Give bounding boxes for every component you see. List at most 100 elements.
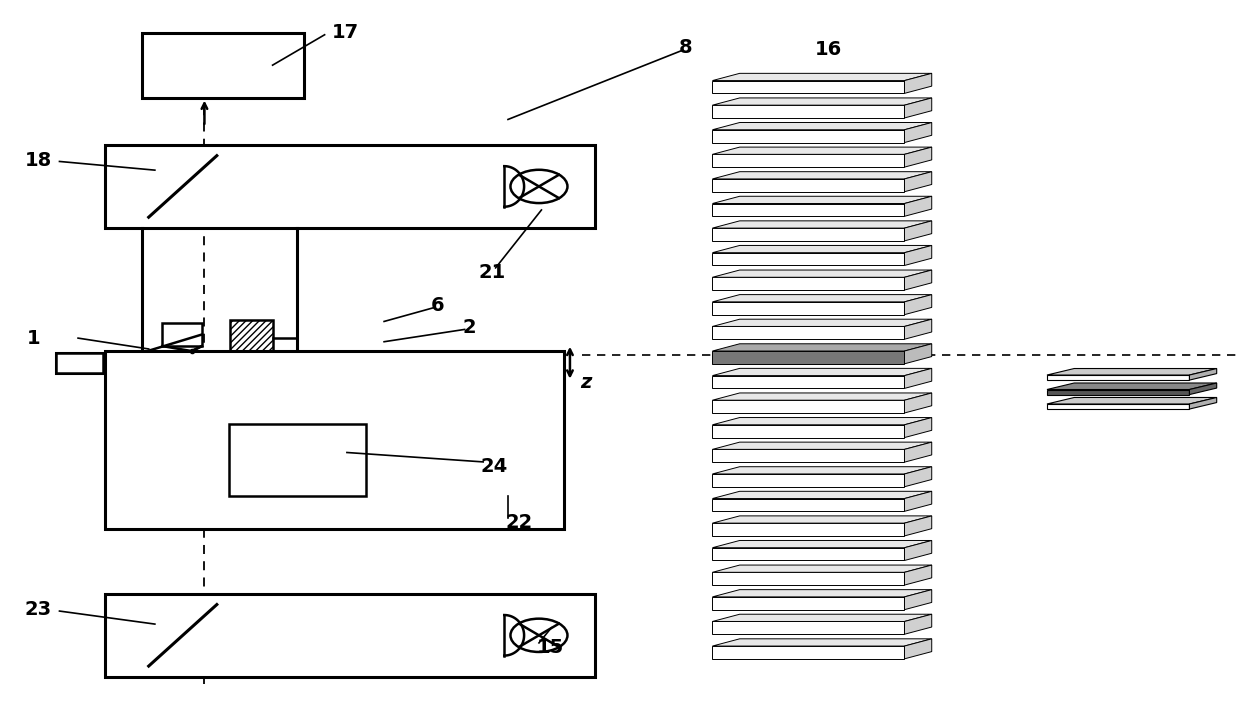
Text: 15: 15 <box>536 639 564 657</box>
Bar <box>712 425 904 437</box>
Polygon shape <box>712 98 932 105</box>
Text: 23: 23 <box>25 600 52 619</box>
Text: 21: 21 <box>478 263 506 282</box>
Polygon shape <box>712 516 932 523</box>
Polygon shape <box>904 442 932 462</box>
Polygon shape <box>904 541 932 560</box>
Bar <box>712 130 904 143</box>
Text: 1: 1 <box>27 329 41 348</box>
Polygon shape <box>712 73 932 80</box>
Bar <box>712 253 904 266</box>
Polygon shape <box>904 147 932 167</box>
Bar <box>712 228 904 241</box>
Bar <box>229 424 366 496</box>
Bar <box>105 594 595 677</box>
Bar <box>712 376 904 388</box>
Polygon shape <box>904 393 932 413</box>
Polygon shape <box>712 221 932 228</box>
Polygon shape <box>712 344 932 351</box>
Text: 22: 22 <box>506 513 533 532</box>
Polygon shape <box>904 492 932 511</box>
Bar <box>712 105 904 118</box>
Polygon shape <box>712 639 932 646</box>
Bar <box>712 499 904 511</box>
Polygon shape <box>712 319 932 327</box>
Text: 18: 18 <box>25 151 52 170</box>
Polygon shape <box>904 98 932 118</box>
Polygon shape <box>904 639 932 659</box>
Polygon shape <box>712 270 932 277</box>
Polygon shape <box>712 614 932 621</box>
Text: 8: 8 <box>679 38 693 56</box>
Polygon shape <box>712 541 932 548</box>
Bar <box>56 353 545 373</box>
Bar <box>712 474 904 487</box>
Bar <box>1047 390 1189 395</box>
Polygon shape <box>712 393 932 400</box>
Polygon shape <box>904 589 932 610</box>
Polygon shape <box>712 245 932 253</box>
Bar <box>230 320 273 471</box>
Bar <box>712 621 904 634</box>
Polygon shape <box>904 614 932 634</box>
Bar <box>712 646 904 659</box>
Bar <box>712 327 904 340</box>
Polygon shape <box>904 369 932 388</box>
Polygon shape <box>1189 369 1217 380</box>
Polygon shape <box>904 221 932 241</box>
Polygon shape <box>712 565 932 572</box>
Polygon shape <box>904 122 932 143</box>
Polygon shape <box>1047 383 1217 390</box>
Bar <box>712 277 904 290</box>
Polygon shape <box>712 122 932 130</box>
Polygon shape <box>712 196 932 203</box>
Text: 6: 6 <box>431 296 445 315</box>
Polygon shape <box>1189 383 1217 395</box>
Polygon shape <box>712 418 932 425</box>
Bar <box>1047 404 1189 409</box>
Polygon shape <box>712 589 932 597</box>
Polygon shape <box>712 467 932 474</box>
Polygon shape <box>712 369 932 376</box>
Bar <box>712 154 904 167</box>
Bar <box>1047 375 1189 380</box>
Bar <box>712 450 904 462</box>
Polygon shape <box>1189 397 1217 409</box>
Bar <box>105 351 564 529</box>
Text: 2: 2 <box>462 318 476 337</box>
Polygon shape <box>904 196 932 216</box>
Text: 24: 24 <box>481 457 508 476</box>
Polygon shape <box>904 418 932 437</box>
Bar <box>712 523 904 536</box>
Text: z: z <box>580 373 591 392</box>
Polygon shape <box>712 492 932 499</box>
Polygon shape <box>904 467 932 487</box>
Polygon shape <box>1047 397 1217 404</box>
Polygon shape <box>1047 369 1217 375</box>
Polygon shape <box>904 73 932 93</box>
Polygon shape <box>904 344 932 364</box>
Polygon shape <box>712 442 932 450</box>
Polygon shape <box>712 172 932 179</box>
Bar <box>712 597 904 610</box>
Polygon shape <box>904 270 932 290</box>
Polygon shape <box>904 565 932 585</box>
Bar <box>712 572 904 585</box>
Bar <box>162 323 202 346</box>
Bar <box>712 179 904 192</box>
Bar <box>712 203 904 216</box>
Polygon shape <box>904 172 932 192</box>
Polygon shape <box>904 245 932 266</box>
Bar <box>105 145 595 228</box>
Polygon shape <box>904 319 932 340</box>
Bar <box>712 302 904 315</box>
Bar <box>712 548 904 560</box>
Polygon shape <box>904 295 932 315</box>
Bar <box>56 353 103 373</box>
Bar <box>142 33 304 98</box>
Text: 16: 16 <box>815 40 843 59</box>
Polygon shape <box>904 516 932 536</box>
Text: 17: 17 <box>332 23 359 42</box>
Polygon shape <box>712 147 932 154</box>
Bar <box>712 400 904 413</box>
